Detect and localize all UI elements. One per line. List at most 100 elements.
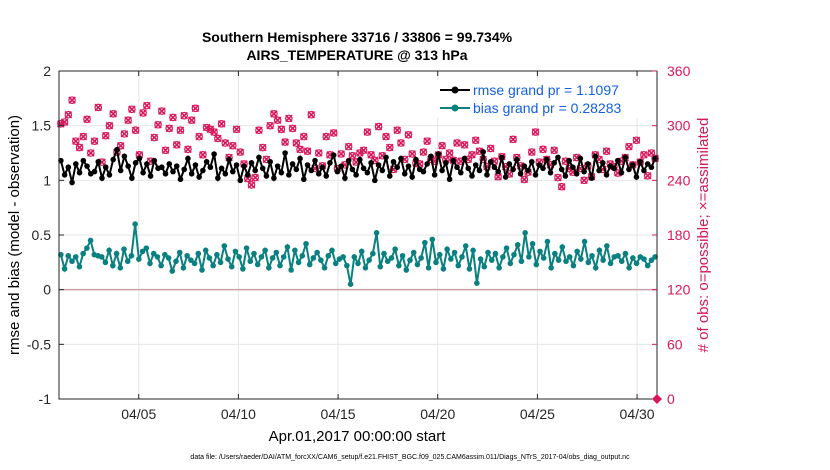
obs-possible-marker bbox=[404, 130, 413, 139]
bias-point bbox=[492, 250, 499, 257]
obs-assimilated-marker bbox=[337, 150, 345, 158]
rmse-point bbox=[372, 177, 378, 184]
obs-assimilated-marker bbox=[329, 129, 338, 137]
rmse-point bbox=[99, 175, 105, 181]
bias-point bbox=[329, 247, 335, 254]
obs-possible-marker bbox=[214, 134, 222, 143]
rmse-point bbox=[274, 163, 281, 169]
obs-possible-marker bbox=[228, 141, 237, 150]
y-axis-label-right: # of obs: o=possible; ×=assimilated bbox=[695, 118, 712, 353]
obs-assimilated-marker bbox=[101, 131, 110, 140]
y-right-tick-label: 240 bbox=[667, 172, 691, 188]
obs-assimilated-marker bbox=[344, 142, 353, 151]
bias-point bbox=[559, 244, 566, 250]
obs-assimilated-stroke bbox=[236, 148, 245, 156]
obs-assimilated-stroke bbox=[647, 149, 656, 157]
obs-assimilated-stroke bbox=[460, 141, 469, 149]
obs-assimilated-stroke bbox=[180, 111, 188, 120]
obs-assimilated-stroke bbox=[131, 126, 140, 134]
obs-assimilated-marker bbox=[453, 139, 461, 147]
bias-point bbox=[407, 257, 413, 263]
obs-assimilated-marker bbox=[90, 137, 99, 145]
obs-assimilated-marker bbox=[172, 141, 181, 149]
obs-assimilated-marker bbox=[109, 110, 117, 118]
rmse-point bbox=[256, 154, 262, 161]
obs-assimilated-marker bbox=[486, 144, 495, 153]
obs-possible-marker bbox=[539, 145, 547, 154]
rmse-point bbox=[484, 172, 490, 178]
obs-assimilated-stroke bbox=[404, 131, 413, 139]
obs-assimilated-marker bbox=[509, 135, 517, 144]
obs-assimilated-stroke bbox=[232, 125, 241, 134]
bias-point bbox=[136, 256, 142, 262]
obs-possible-marker bbox=[94, 103, 103, 112]
obs-assimilated-marker bbox=[277, 125, 286, 134]
obs-possible-marker bbox=[195, 132, 203, 141]
legend: rmse grand pr = 1.1097 bias grand pr = 0… bbox=[433, 80, 645, 118]
bias-point bbox=[622, 250, 629, 257]
obs-assimilated-stroke bbox=[255, 126, 263, 134]
obs-assimilated-stroke bbox=[438, 141, 446, 150]
obs-assimilated-marker bbox=[258, 143, 267, 152]
obs-possible-marker bbox=[557, 182, 566, 191]
obs-assimilated-stroke bbox=[475, 147, 484, 155]
rmse-point bbox=[570, 164, 576, 171]
x-tick-label: 04/20 bbox=[420, 406, 455, 422]
rmse-point bbox=[342, 175, 348, 181]
bias-point bbox=[574, 248, 580, 255]
bias-point bbox=[488, 257, 495, 263]
rmse-point bbox=[424, 161, 430, 167]
bias-point bbox=[288, 267, 294, 273]
obs-possible-marker bbox=[423, 137, 431, 145]
obs-possible-marker bbox=[419, 148, 428, 156]
rmse-point bbox=[132, 160, 139, 166]
rmse-point bbox=[200, 167, 206, 174]
obs-assimilated-stroke bbox=[359, 146, 368, 155]
rmse-point bbox=[581, 168, 587, 175]
rmse-point bbox=[271, 175, 277, 181]
bias-point bbox=[459, 254, 465, 260]
obs-assimilated-stroke bbox=[79, 132, 88, 141]
bias-point bbox=[165, 255, 172, 261]
bias-point bbox=[422, 239, 428, 246]
bias-point bbox=[113, 250, 120, 257]
rmse-point bbox=[476, 167, 483, 174]
rmse-point bbox=[293, 166, 300, 173]
bias-point bbox=[98, 254, 105, 260]
obs-possible-marker bbox=[329, 129, 338, 137]
bias-point bbox=[648, 257, 655, 263]
rmse-point bbox=[648, 164, 655, 171]
rmse-point bbox=[461, 155, 468, 162]
obs-assimilated-marker bbox=[285, 114, 293, 123]
rmse-point bbox=[110, 156, 116, 163]
obs-possible-marker bbox=[580, 176, 588, 185]
rmse-point bbox=[390, 158, 397, 165]
obs-assimilated-marker bbox=[359, 146, 368, 155]
bias-point bbox=[555, 257, 562, 263]
obs-assimilated-stroke bbox=[277, 125, 286, 134]
obs-assimilated-stroke bbox=[210, 128, 218, 136]
bias-point bbox=[80, 250, 86, 257]
obs-assimilated-stroke bbox=[214, 134, 222, 143]
obs-assimilated-stroke bbox=[83, 115, 91, 124]
bias-point bbox=[481, 263, 488, 270]
obs-assimilated-marker bbox=[199, 151, 207, 159]
bias-point bbox=[373, 230, 380, 236]
bias-point bbox=[500, 254, 506, 260]
obs-assimilated-stroke bbox=[217, 120, 226, 128]
bias-point bbox=[206, 255, 213, 261]
obs-assimilated-marker bbox=[550, 146, 558, 155]
bias-point bbox=[362, 265, 369, 271]
rmse-point bbox=[547, 169, 554, 176]
obs-assimilated-stroke bbox=[64, 110, 73, 119]
rmse-point bbox=[289, 161, 296, 167]
obs-possible-marker bbox=[266, 121, 274, 130]
obs-possible-marker bbox=[385, 143, 394, 152]
y-right-tick-label: 180 bbox=[667, 227, 691, 243]
rmse-point bbox=[308, 167, 315, 174]
rmse-point bbox=[368, 160, 374, 166]
obs-assimilated-marker bbox=[232, 125, 241, 134]
rmse-point bbox=[480, 149, 487, 155]
rmse-point bbox=[349, 166, 356, 173]
obs-assimilated-stroke bbox=[314, 149, 323, 157]
